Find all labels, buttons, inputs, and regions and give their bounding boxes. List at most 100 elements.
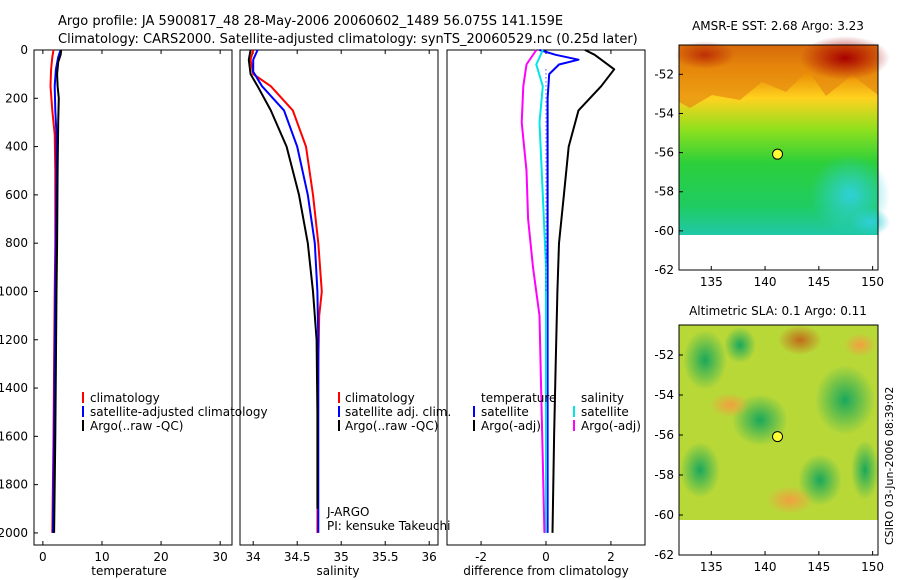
sla-map	[679, 325, 879, 555]
sla-map-axes	[678, 324, 879, 556]
sst-warm-core	[800, 36, 890, 80]
y-tick-label: 1800	[0, 478, 28, 492]
side-stamp: CSIRO 03-Jun-2006 08:39:02	[883, 387, 896, 545]
series-line-temperature-argo-adj-	[551, 49, 616, 533]
y-tick-label: 400	[5, 140, 28, 154]
sla-map-title: Altimetric SLA: 0.1 Argo: 0.11	[689, 304, 867, 318]
sst-no-data	[679, 235, 878, 270]
x-tick-label: 30	[213, 550, 228, 564]
y-tick-label: -60	[654, 508, 674, 522]
y-tick-label: 0	[20, 43, 28, 57]
x-tick-label: 2	[607, 550, 615, 564]
float-position-marker	[772, 431, 784, 443]
y-tick-label: 1600	[0, 429, 28, 443]
sla-anomaly	[844, 333, 876, 357]
salinity-plot: 34 34.5 35 35.5 36	[246, 49, 437, 564]
x-tick-label: 140	[754, 560, 777, 574]
x-tick-label: 135	[700, 560, 723, 574]
y-tick-label: 1400	[0, 381, 28, 395]
series-line-satellite-adj-clim-	[252, 49, 320, 533]
y-tick-label: 1000	[0, 284, 28, 298]
legend-label-satellite: satellite-adjusted climatology	[90, 405, 268, 419]
x-tick-label: 20	[153, 550, 168, 564]
x-tick-label: 145	[807, 275, 830, 289]
y-tick-label: 600	[5, 188, 28, 202]
sst-map	[675, 36, 890, 270]
figure-title-line1: Argo profile: JA 5900817_48 28-May-2006 …	[58, 14, 563, 29]
x-tick-label: 0	[39, 550, 47, 564]
temperature-axes	[33, 49, 233, 546]
x-tick-label: 145	[807, 560, 830, 574]
sst-map-title: AMSR-E SST: 2.68 Argo: 3.23	[692, 19, 864, 33]
x-tick-label: 35.5	[372, 550, 399, 564]
salinity-legend: climatology satellite adj. clim. Argo(..…	[326, 391, 451, 533]
series-line-satellite-adjusted-climatology	[51, 49, 62, 533]
x-tick-label: 0	[542, 550, 550, 564]
sla-anomaly	[778, 325, 822, 355]
sst-map-axes	[678, 44, 879, 271]
xlabel-difference: difference from climatology	[463, 564, 629, 578]
legend-title-temperature: temperature	[481, 391, 556, 405]
x-tick-label: 150	[861, 560, 884, 574]
legend-label-satellite: satellite adj. clim.	[345, 405, 451, 419]
y-tick-label: -62	[654, 548, 674, 562]
y-tick-label: -60	[654, 224, 674, 238]
series-line-argo-raw-qc-	[247, 49, 319, 509]
annotation-pi: PI: kensuke Takeuchi	[327, 519, 450, 533]
legend-label-temp-argo: Argo(-adj)	[481, 419, 541, 433]
legend-label-argo: Argo(..raw -QC)	[90, 419, 183, 433]
sst-map-ticks: 135 140 145 150 -52 -54 -56 -58 -60 -62	[654, 67, 884, 289]
x-tick-label: 36	[422, 550, 437, 564]
sla-anomaly	[766, 486, 814, 514]
sla-anomaly	[680, 442, 720, 498]
xlabel-temperature: temperature	[91, 564, 166, 578]
sla-anomaly	[683, 330, 727, 390]
y-tick-label: 200	[5, 91, 28, 105]
series-line-salinity-argo-adj-	[520, 49, 546, 533]
y-tick-label: -58	[654, 468, 674, 482]
y-tick-label: -54	[654, 388, 674, 402]
legend-label-climatology: climatology	[345, 391, 415, 405]
legend-label-temp-satellite: satellite	[481, 405, 529, 419]
x-tick-label: 34	[246, 550, 261, 564]
sla-anomaly	[815, 365, 875, 435]
y-tick-label: 1200	[0, 333, 28, 347]
legend-label-sal-argo: Argo(-adj)	[581, 419, 641, 433]
annotation-program: J-ARGO	[326, 505, 369, 519]
x-tick-label: -2	[475, 550, 487, 564]
sla-anomaly	[724, 327, 756, 363]
difference-legend: temperature satellite Argo(-adj) salinit…	[473, 391, 641, 433]
x-tick-label: 34.5	[284, 550, 311, 564]
float-position-marker	[772, 148, 784, 160]
salinity-axes	[239, 49, 439, 546]
y-tick-label: 800	[5, 236, 28, 250]
x-tick-label: 35	[334, 550, 349, 564]
legend-label-argo: Argo(..raw -QC)	[345, 419, 438, 433]
series-line-argo-raw-qc-	[53, 49, 63, 533]
series-line-temperature-satellite	[539, 49, 580, 533]
sst-warm-core-left	[675, 41, 735, 69]
difference-plot: -2 0 2	[475, 49, 616, 564]
temperature-plot: 0 10 20 30 0 200 400 600 800 1000 1200 1400 1600 1800…	[0, 43, 228, 564]
legend-title-salinity: salinity	[581, 391, 624, 405]
x-tick-label: 135	[700, 275, 723, 289]
series-line-salinity-satellite	[535, 49, 547, 533]
y-tick-label: -52	[654, 67, 674, 81]
legend-label-climatology: climatology	[90, 391, 160, 405]
sla-anomaly	[710, 393, 750, 417]
series-line-climatology	[249, 49, 323, 533]
sla-map-ticks: 135 140 145 150 -52 -54 -56 -58 -60 -62	[654, 348, 884, 574]
sla-no-data	[679, 520, 878, 555]
y-tick-label: -52	[654, 348, 674, 362]
y-tick-label: -54	[654, 106, 674, 120]
x-tick-label: 150	[861, 275, 884, 289]
xlabel-salinity: salinity	[316, 564, 359, 578]
y-tick-label: -62	[654, 263, 674, 277]
y-tick-label: 2000	[0, 526, 28, 540]
y-tick-label: -56	[654, 146, 674, 160]
figure-title-line2: Climatology: CARS2000. Satellite-adjuste…	[58, 32, 638, 47]
x-tick-label: 140	[754, 275, 777, 289]
sla-anomaly	[851, 440, 879, 500]
y-tick-label: -58	[654, 185, 674, 199]
